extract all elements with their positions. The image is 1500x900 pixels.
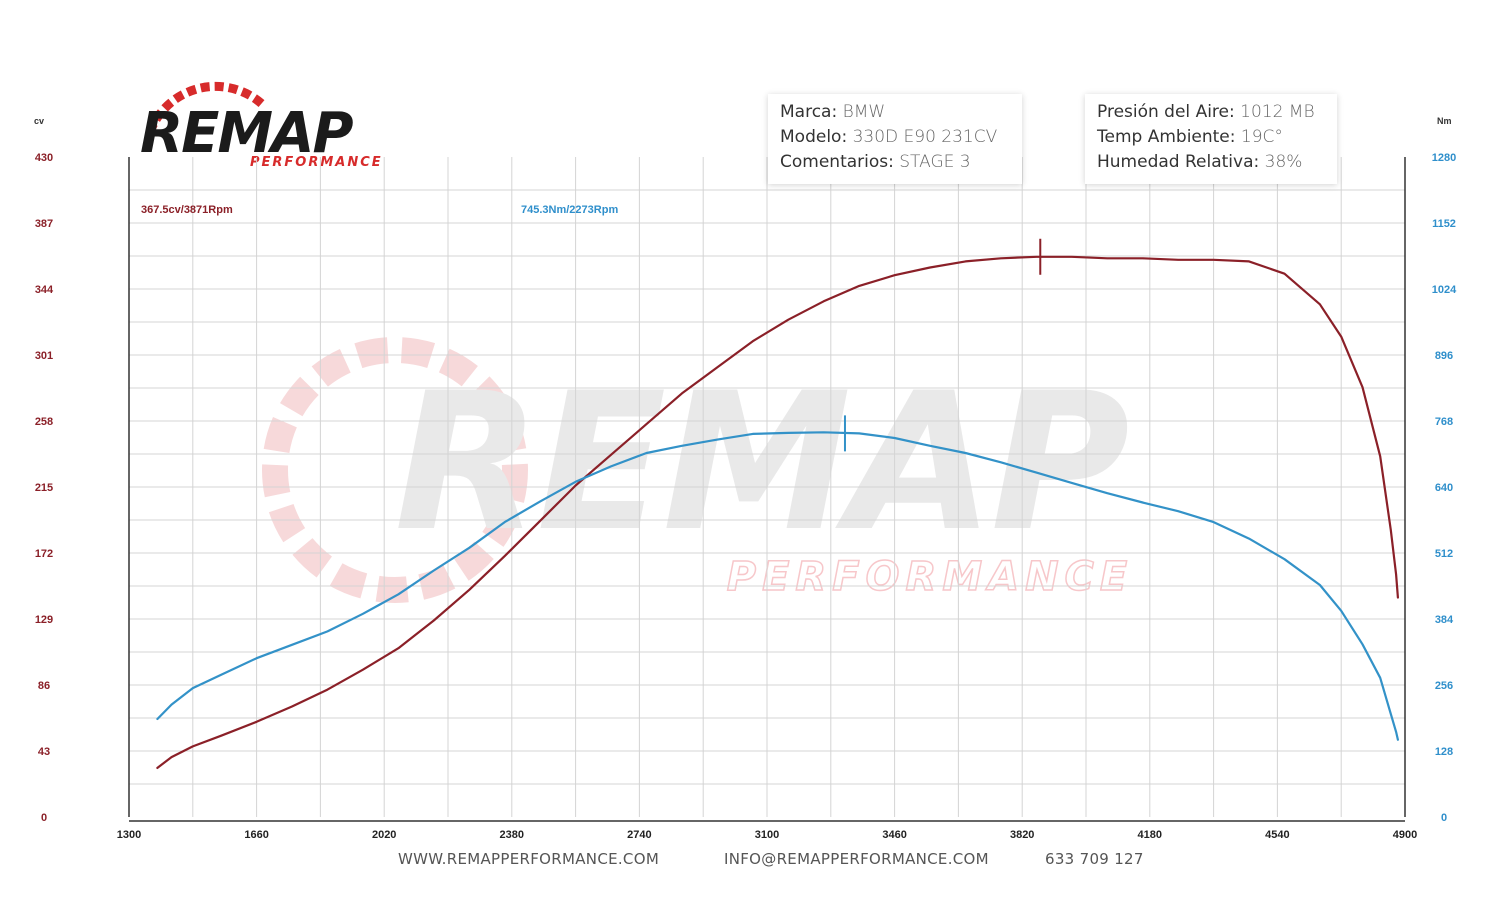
remap-logo: REMAP PERFORMANCE [140, 81, 383, 170]
watermark-main: REMAP [394, 352, 1127, 573]
left-tick-label: 129 [35, 614, 53, 626]
torque-peak-label: 745.3Nm/2273Rpm [521, 204, 619, 216]
right-tick-label: 640 [1435, 482, 1453, 494]
right-tick-label: 512 [1435, 548, 1453, 560]
vehicle-row-model: Modelo: 330D E90 231CV [780, 127, 998, 147]
x-tick-label: 1660 [244, 829, 268, 841]
left-axis-unit: cv [34, 116, 45, 126]
left-tick-label: 86 [38, 680, 50, 692]
power-peak-label: 367.5cv/3871Rpm [141, 204, 233, 216]
chart-tick-labels: 1300 1660 2020 2380 2740 3100 3460 3820 4180 4540… [35, 152, 1457, 841]
right-tick-label: 384 [1435, 614, 1454, 626]
torque-curve [156, 431, 1400, 741]
x-tick-label: 2740 [627, 829, 651, 841]
left-tick-label: 43 [38, 746, 50, 758]
chart-grid [129, 157, 1405, 817]
footer-email[interactable]: INFO@REMAPPERFORMANCE.COM [724, 850, 989, 868]
logo-sub: PERFORMANCE [250, 155, 383, 170]
conditions-info-box: Presión del Aire: 1012 MB Temp Ambiente:… [1085, 94, 1337, 184]
right-tick-label: 1024 [1432, 284, 1457, 296]
watermark: REMAP PERFORMANCE [262, 337, 1134, 603]
x-tick-label: 2380 [500, 829, 524, 841]
logo-main: REMAP [140, 101, 353, 166]
right-tick-label: 128 [1435, 746, 1453, 758]
right-tick-label: 1280 [1432, 152, 1456, 164]
x-tick-label: 1300 [117, 829, 141, 841]
right-tick-label: 896 [1435, 350, 1453, 362]
vehicle-row-comments: Comentarios: STAGE 3 [780, 152, 971, 172]
x-tick-label: 4540 [1265, 829, 1289, 841]
conditions-row-pressure: Presión del Aire: 1012 MB [1097, 102, 1315, 122]
left-tick-label: 215 [35, 482, 53, 494]
left-tick-label: 172 [35, 548, 53, 560]
right-tick-label: 0 [1441, 812, 1447, 824]
x-tick-label: 3460 [882, 829, 906, 841]
left-tick-label: 344 [35, 284, 54, 296]
x-tick-label: 3100 [755, 829, 779, 841]
left-tick-label: 301 [35, 350, 53, 362]
conditions-row-temperature: Temp Ambiente: 19C° [1097, 127, 1283, 147]
chart-axes [128, 157, 1406, 822]
vehicle-info-box: Marca: BMW Modelo: 330D E90 231CV Coment… [768, 94, 1022, 184]
power-curve [156, 255, 1400, 770]
left-tick-label: 0 [41, 812, 47, 824]
right-tick-label: 256 [1435, 680, 1453, 692]
conditions-row-humidity: Humedad Relativa: 38% [1097, 152, 1303, 172]
x-tick-label: 4180 [1138, 829, 1162, 841]
left-tick-label: 258 [35, 416, 53, 428]
right-axis-unit: Nm [1437, 116, 1452, 126]
right-tick-label: 768 [1435, 416, 1453, 428]
x-tick-label: 3820 [1010, 829, 1034, 841]
left-tick-label: 430 [35, 152, 53, 164]
left-tick-label: 387 [35, 218, 53, 230]
watermark-sub: PERFORMANCE [727, 554, 1134, 600]
x-tick-label: 2020 [372, 829, 396, 841]
footer-phone: 633 709 127 [1045, 850, 1144, 868]
vehicle-row-make: Marca: BMW [780, 102, 886, 122]
right-tick-label: 1152 [1432, 218, 1456, 230]
chart-series [156, 238, 1400, 770]
x-tick-label: 4900 [1393, 829, 1417, 841]
footer-website[interactable]: WWW.REMAPPERFORMANCE.COM [398, 850, 660, 868]
